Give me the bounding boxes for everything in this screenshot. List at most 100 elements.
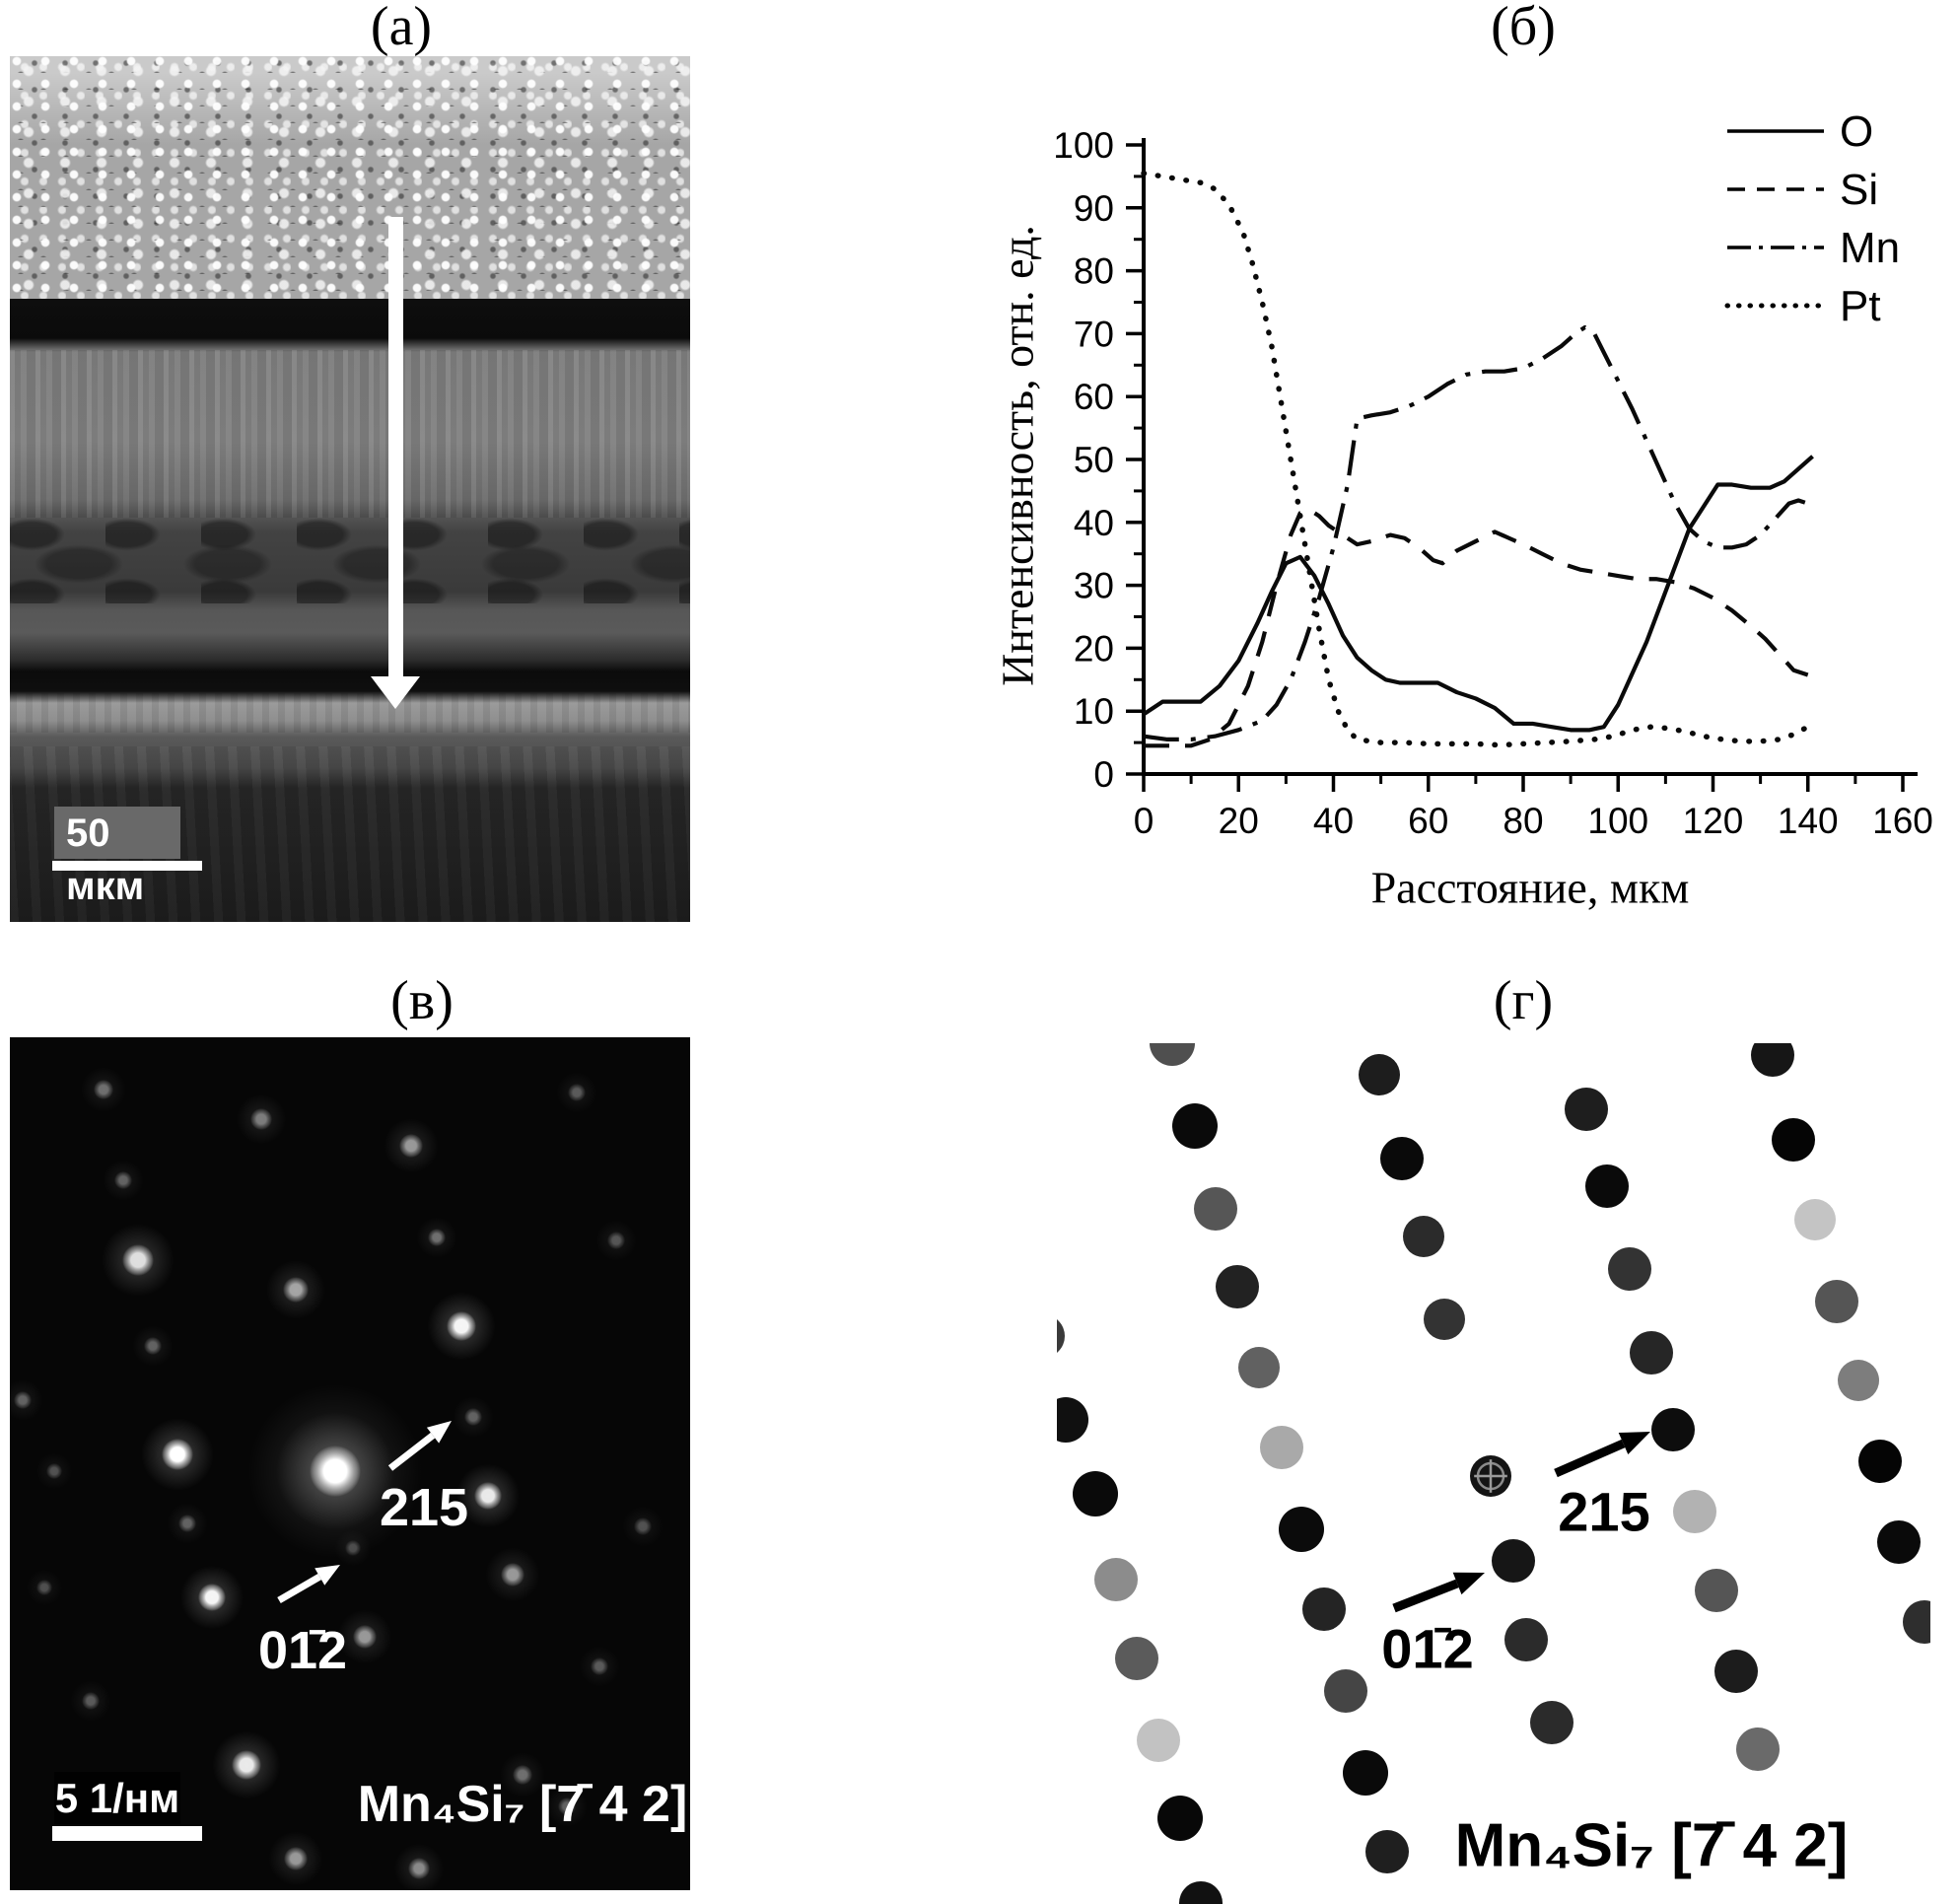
simulated-reflection xyxy=(1565,1088,1608,1131)
simulated-reflection xyxy=(1736,1728,1780,1771)
y-tick-label: 80 xyxy=(1074,251,1114,292)
series-Pt xyxy=(1141,170,1811,748)
simulated-reflection xyxy=(1492,1539,1535,1583)
simulated-reflection xyxy=(1585,1164,1629,1208)
diffraction-arrows-group xyxy=(277,1421,452,1604)
simulated-reflection xyxy=(1903,1600,1930,1644)
scale-bar-label: 50 мкм xyxy=(66,811,145,908)
diffraction-spot xyxy=(36,1580,52,1595)
diffraction-spot xyxy=(591,1657,608,1675)
series-O xyxy=(1142,455,1814,733)
panel-label-b: (б) xyxy=(1491,0,1556,57)
x-tick-label: 20 xyxy=(1219,801,1259,841)
columnar-layer-texture xyxy=(10,350,690,518)
legend-label-Mn: Mn xyxy=(1840,224,1900,272)
simulated-reflection xyxy=(1772,1118,1815,1162)
diffraction-spot xyxy=(634,1517,652,1535)
diffraction-spot xyxy=(114,1171,132,1189)
diffraction-spot xyxy=(568,1084,586,1101)
diffraction-spot xyxy=(408,1858,430,1879)
simulated-reflection xyxy=(1365,1830,1409,1873)
annotation-arrow-shaft xyxy=(387,1432,436,1471)
reciprocal-scale-label: 5 1/нм xyxy=(54,1775,180,1821)
y-tick-label: 50 xyxy=(1074,440,1114,480)
sim-spot-label-012: 01̄2 xyxy=(1381,1617,1474,1680)
simulated-reflection xyxy=(1302,1587,1346,1631)
simulated-arrows-group xyxy=(1392,1432,1650,1613)
diffraction-spot xyxy=(122,1244,154,1276)
scale-bar-box: 50 мкм xyxy=(54,807,180,908)
simulated-reflection xyxy=(1504,1618,1548,1661)
simulated-reflection xyxy=(1150,1043,1195,1066)
simulated-reflection xyxy=(1216,1265,1259,1308)
center-beam-marker xyxy=(1470,1455,1511,1497)
annotation-arrow-head xyxy=(1452,1572,1485,1595)
phase-label-experimental: Mn₄Si₇ [7̄ 4 2] xyxy=(357,1776,688,1833)
mottled-layer-texture xyxy=(10,505,690,603)
linescan-arrow-head xyxy=(371,676,420,709)
diffraction-spot xyxy=(46,1463,62,1479)
annotation-arrow-head xyxy=(315,1565,340,1586)
simulated-reflection xyxy=(1794,1199,1836,1240)
diffraction-pattern-panel xyxy=(10,1037,690,1890)
annotation-arrow-shaft xyxy=(1392,1579,1459,1613)
diffraction-spot xyxy=(607,1232,625,1249)
y-tick-label: 70 xyxy=(1074,314,1114,354)
simulated-reflection xyxy=(1714,1650,1758,1693)
x-tick-label: 160 xyxy=(1872,801,1933,841)
simulated-reflection xyxy=(1858,1440,1902,1483)
simulated-reflection xyxy=(1651,1408,1695,1451)
scale-bar-line xyxy=(52,861,202,871)
diffraction-spot xyxy=(464,1408,482,1426)
diffraction-spot xyxy=(474,1482,502,1510)
simulated-reflection xyxy=(1057,1319,1065,1353)
diffraction-spot xyxy=(144,1337,162,1355)
diffraction-spot xyxy=(232,1750,261,1780)
panel-label-v: (в) xyxy=(390,970,454,1031)
simulated-reflection xyxy=(1094,1558,1138,1601)
spot-label-012: 01̄2 xyxy=(257,1621,348,1680)
legend-label-Pt: Pt xyxy=(1840,282,1881,330)
simulated-reflection xyxy=(1238,1347,1280,1388)
x-axis-title: Расстояние, мкм xyxy=(1370,862,1690,913)
simulated-reflection xyxy=(1424,1299,1465,1340)
phase-label-simulated: Mn₄Si₇ [7̄ 4 2] xyxy=(1454,1811,1849,1880)
simulated-reflection xyxy=(1194,1187,1237,1231)
annotation-arrow-head xyxy=(1618,1432,1650,1455)
diffraction-spot xyxy=(428,1229,446,1246)
x-tick-label: 140 xyxy=(1778,801,1839,841)
y-tick-label: 40 xyxy=(1074,503,1114,543)
simulated-reflection xyxy=(1137,1719,1180,1762)
diffraction-spot xyxy=(283,1277,309,1303)
simulated-reflection xyxy=(1877,1520,1921,1564)
linescan-arrow-shaft xyxy=(388,217,403,678)
simulated-reflection xyxy=(1324,1669,1367,1713)
diffraction-spot xyxy=(310,1446,361,1497)
diffraction-spot xyxy=(198,1584,226,1611)
simulated-reflection xyxy=(1172,1103,1218,1149)
diffraction-spot xyxy=(558,1798,576,1815)
annotation-arrow-shaft xyxy=(1554,1439,1626,1478)
simulated-reflection xyxy=(1608,1247,1651,1291)
y-tick-label: 10 xyxy=(1074,691,1114,732)
y-tick-label: 90 xyxy=(1074,188,1114,229)
x-tick-label: 60 xyxy=(1408,801,1448,841)
y-tick-label: 30 xyxy=(1074,566,1114,606)
diffraction-spot xyxy=(399,1134,423,1158)
panel-label-a: (а) xyxy=(370,0,433,57)
y-tick-label: 20 xyxy=(1074,628,1114,669)
simulated-reflection xyxy=(1815,1280,1858,1323)
light-band-texture xyxy=(10,693,690,733)
reciprocal-scale-line xyxy=(52,1826,202,1841)
diffraction-spot xyxy=(250,1108,272,1130)
simulated-reflection xyxy=(1380,1137,1424,1180)
x-tick-label: 80 xyxy=(1503,801,1543,841)
simulated-reflection xyxy=(1695,1569,1738,1612)
x-tick-label: 100 xyxy=(1587,801,1648,841)
diffraction-spot xyxy=(178,1515,196,1532)
simulated-reflection xyxy=(1403,1216,1444,1257)
annotation-arrow-head xyxy=(426,1421,452,1444)
diffraction-spot xyxy=(162,1439,193,1470)
series-Si xyxy=(1144,507,1814,748)
diffraction-spot xyxy=(353,1625,377,1649)
